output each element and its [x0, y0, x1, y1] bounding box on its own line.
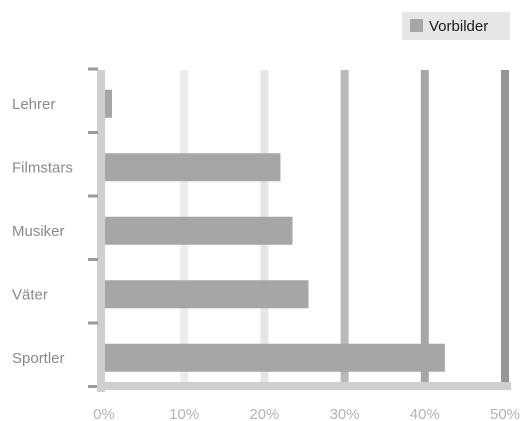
x-tick-label: 40%: [410, 406, 440, 421]
y-axis-tick: [88, 321, 98, 325]
y-axis-tick: [88, 67, 98, 71]
gridline: [340, 70, 349, 386]
x-tick-label: 0%: [93, 406, 115, 421]
bars: [105, 89, 445, 372]
category-label: Sportler: [12, 350, 65, 367]
legend: Vorbilder: [402, 12, 510, 40]
x-tick-label: 10%: [169, 406, 199, 421]
x-tick-labels: 0% 10% 20% 30% 40% 50%: [93, 406, 520, 421]
bar: [105, 153, 281, 182]
bar: [105, 216, 293, 245]
x-axis-line: [97, 382, 511, 390]
bar: [105, 280, 309, 309]
bar: [105, 343, 445, 372]
gridline: [420, 70, 429, 386]
y-axis-tick: [88, 385, 98, 388]
category-label: Musiker: [12, 223, 65, 240]
gridline: [501, 70, 509, 386]
x-tick-label: 20%: [249, 406, 279, 421]
category-label: Väter: [12, 286, 48, 303]
x-tick-label: 30%: [330, 406, 360, 421]
y-axis-tick: [88, 258, 98, 261]
x-tick-label: 50%: [490, 406, 520, 421]
y-axis-tick: [88, 131, 98, 134]
y-axis-line: [97, 70, 105, 392]
legend-label: Vorbilder: [429, 18, 488, 35]
axes: [88, 67, 511, 392]
bar: [105, 89, 113, 118]
y-axis-tick: [88, 194, 98, 198]
category-labels: Lehrer Filmstars Musiker Väter Sportler: [12, 96, 73, 367]
category-label: Filmstars: [12, 159, 73, 176]
legend-swatch: [410, 19, 423, 32]
category-label: Lehrer: [12, 96, 55, 113]
